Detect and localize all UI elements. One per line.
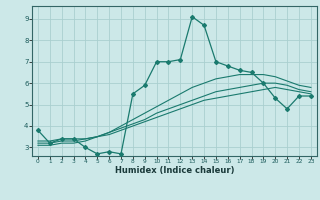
X-axis label: Humidex (Indice chaleur): Humidex (Indice chaleur) bbox=[115, 166, 234, 175]
